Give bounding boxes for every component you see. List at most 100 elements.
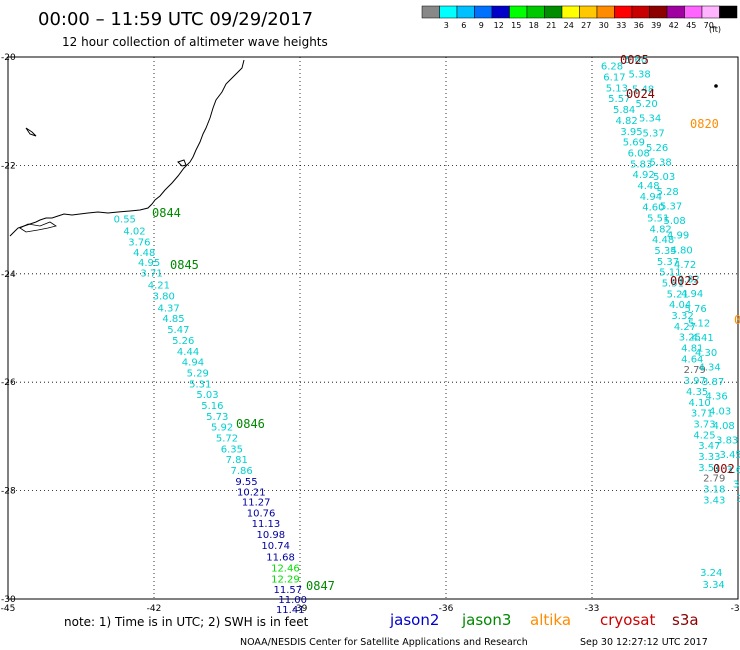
scale-swatch (561, 5, 580, 19)
pass-time-label: 0847 (306, 579, 335, 593)
scale-tick-label: 33 (616, 21, 626, 30)
swh-value: 3.71 (140, 269, 162, 280)
swh-value: 4.80 (670, 245, 692, 256)
scale-tick-label: 30 (599, 21, 609, 30)
swh-value: 4.30 (695, 348, 717, 359)
swh-value: 4.82 (677, 275, 699, 286)
map-subtitle: 12 hour collection of altimeter wave hei… (62, 35, 328, 49)
scale-tick-label: 15 (511, 21, 521, 30)
timestamp: Sep 30 12:27:12 UTC 2017 (580, 637, 708, 648)
scale-unit-label: (ft) (709, 25, 721, 34)
swh-value: 5.60 (625, 55, 647, 66)
scale-swatch (596, 5, 615, 19)
altimeter-tracks: 0.554.023.764.484.953.714.213.804.374.85… (114, 53, 740, 616)
scale-swatch (684, 5, 703, 19)
pass-time-label: 0024 (626, 87, 655, 101)
island-shape (25, 127, 37, 137)
swh-value: 3.47 (698, 441, 720, 452)
scale-tick-label: 45 (686, 21, 696, 30)
credit-line: NOAA/NESDIS Center for Satellite Applica… (240, 637, 528, 648)
swh-value: 5.03 (653, 172, 675, 183)
pass-time-label: 0025 (670, 274, 699, 288)
scale-swatch (544, 5, 563, 19)
swh-value: 5.11 (659, 268, 681, 279)
swh-value: 5.34 (639, 114, 661, 125)
swh-value: 2.79 (703, 474, 725, 485)
scale-swatch (631, 5, 650, 19)
swh-value: 6.17 (603, 73, 625, 84)
scale-tick-label: 39 (651, 21, 661, 30)
swh-value: 5.73 (206, 412, 228, 423)
swh-value: 4.34 (699, 362, 721, 373)
lon-tick-label: -45 (1, 604, 16, 614)
swh-value: 4.44 (177, 347, 199, 358)
swh-value: 10.98 (256, 530, 285, 541)
swh-value: 5.37 (657, 257, 679, 268)
scale-swatch (509, 5, 528, 19)
swh-value: 4.82 (615, 116, 637, 127)
scale-tick-label: 9 (479, 21, 484, 30)
swh-value: 4.94 (640, 192, 662, 203)
swh-value: 9.55 (235, 477, 257, 488)
swh-value: 7.81 (226, 455, 248, 466)
pass-time-label: 002 (713, 462, 735, 476)
swh-value: 3.18 (703, 484, 725, 495)
swh-value: 7.86 (230, 466, 252, 477)
axis-tick-labels: -45 -42 -39 -36 -33 -30 -20 -22 -24 -26 -28 -30 (1, 53, 740, 614)
scale-tick-label: 18 (529, 21, 539, 30)
swh-value: 4.04 (669, 300, 691, 311)
footer-note: note: 1) Time is in UTC; 2) SWH is in fe… (64, 615, 309, 629)
swh-value: 10.76 (247, 508, 276, 519)
satellite-legend: jason2 jason3 altika cryosat s3a (389, 611, 699, 629)
swh-value: 5.08 (663, 216, 685, 227)
swh-value: 3.24 (700, 568, 722, 579)
swh-value: 4.27 (674, 322, 696, 333)
scale-tick-label: 12 (494, 21, 504, 30)
map-title: 00:00 – 11:59 UTC 09/29/2017 (38, 9, 313, 30)
brazil-coastline (9, 59, 245, 237)
pass-time-label: 0 (734, 313, 740, 327)
swh-value: 4.21 (148, 281, 170, 292)
lat-tick-label: -20 (1, 53, 16, 63)
lon-tick-label: -39 (293, 604, 308, 614)
swh-value: 11.13 (252, 519, 281, 530)
scale-swatch (526, 5, 545, 19)
lon-tick-label: -30 (731, 604, 740, 614)
swh-value: 3.32 (671, 311, 693, 322)
scale-swatch (439, 5, 458, 19)
swh-value: 4.02 (123, 226, 145, 237)
satellite-legend-entry: cryosat (600, 611, 655, 629)
swh-value: 5.37 (660, 201, 682, 212)
swh-value: 5.26 (172, 336, 194, 347)
swh-value: 4.72 (674, 260, 696, 271)
swh-value: 5.16 (201, 401, 223, 412)
pass-time-label: 0845 (170, 258, 199, 272)
island-shape (177, 159, 187, 167)
scale-tick-label: 6 (461, 21, 466, 30)
lon-tick-label: -36 (439, 604, 454, 614)
swh-value: 4.82 (650, 224, 672, 235)
swh-value: 4.60 (642, 203, 664, 214)
swh-value: 5.26 (646, 143, 668, 154)
scale-tick-label: 42 (669, 21, 679, 30)
lon-tick-label: -33 (585, 604, 600, 614)
lat-tick-label: -30 (1, 595, 16, 605)
swh-value: 4.03 (709, 406, 731, 417)
swh-value: 3.6 (726, 465, 740, 476)
swh-value: 3.33 (698, 452, 720, 463)
swh-value: 5.13 (606, 83, 628, 94)
swh-value: 5.21 (667, 289, 689, 300)
swh-value: 5.51 (647, 213, 669, 224)
swh-value: 12.46 (271, 564, 300, 575)
swh-value: 4.10 (688, 398, 710, 409)
swh-value: 4.94 (681, 289, 703, 300)
wave-height-scale: 3 6 9 12 15 18 21 24 27 30 33 36 39 42 45 70 (421, 5, 738, 30)
swh-value: 5.12 (688, 318, 710, 329)
scale-swatch (474, 5, 493, 19)
swh-value: 4.25 (693, 430, 715, 441)
swh-value: 11.27 (242, 497, 271, 508)
satellite-legend-entry: jason2 (389, 611, 439, 629)
scale-tick-label: 36 (634, 21, 644, 30)
swh-value: 4.94 (182, 358, 204, 369)
scale-tick-label: 3 (444, 21, 449, 30)
